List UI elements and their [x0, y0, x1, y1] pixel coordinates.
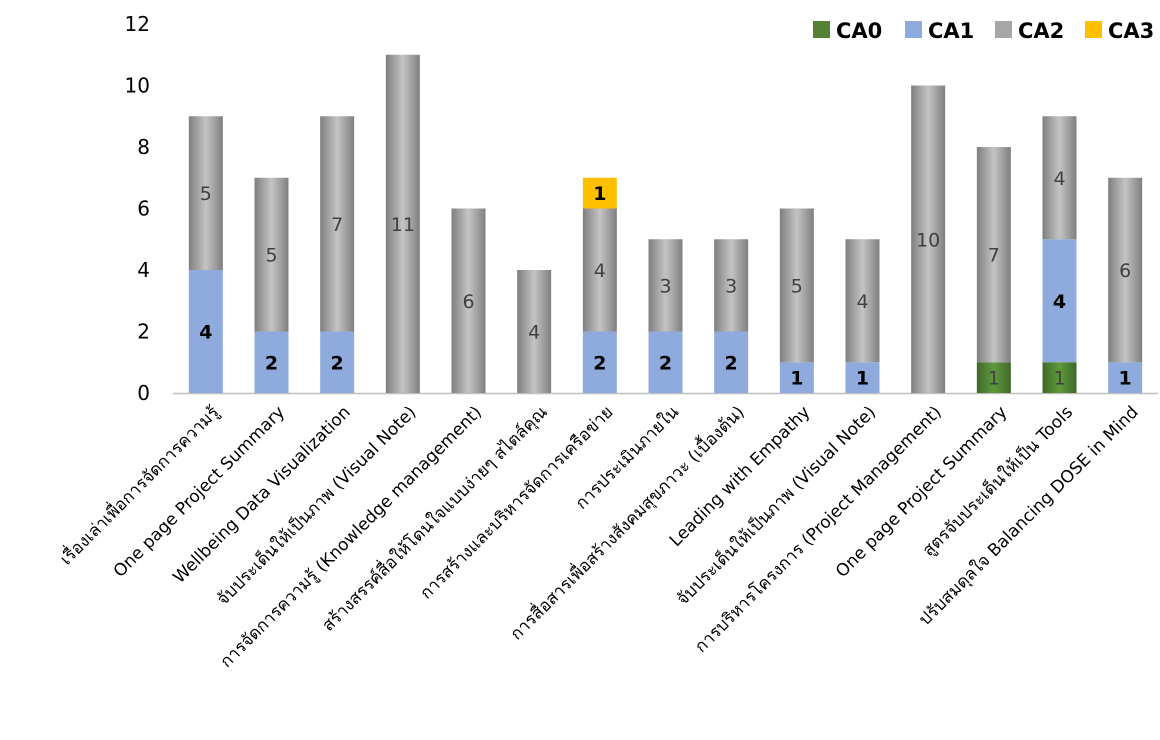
- data-label: 7: [331, 214, 343, 236]
- bar-ca1: [1108, 362, 1143, 393]
- bar-ca0: [976, 362, 1011, 393]
- bar-ca1: [714, 331, 749, 393]
- data-label: 1: [856, 368, 869, 390]
- data-label: 3: [659, 275, 671, 297]
- data-label: 1: [988, 368, 1000, 390]
- data-label: 6: [1119, 260, 1131, 282]
- data-labels: 4 5 2 5 2 7 11 6 4 2 4 1 2 3 2 3 1 5 1 4 10 1 7 1 4 4 1 6: [199, 168, 1132, 390]
- bar-ca2: [517, 270, 552, 393]
- bar-ca1: [188, 270, 223, 393]
- data-label: 2: [659, 352, 672, 374]
- bar-ca2: [1042, 116, 1077, 240]
- data-label: 5: [791, 275, 803, 297]
- bar-ca1: [845, 362, 880, 393]
- y-tick-label: 2: [137, 320, 150, 344]
- y-tick-label: 12: [125, 12, 150, 36]
- bar-ca2: [911, 85, 946, 393]
- data-label: 1: [1119, 368, 1132, 390]
- bar-ca2: [779, 208, 814, 363]
- data-label: 6: [462, 291, 474, 313]
- bar-ca2: [976, 147, 1011, 363]
- legend-swatch-ca2: [995, 21, 1012, 38]
- bar-ca2: [254, 177, 289, 332]
- bar-ca2: [188, 116, 223, 270]
- legend-label: CA1: [928, 19, 974, 43]
- bar-ca1: [1042, 239, 1077, 363]
- bar-ca1: [648, 331, 683, 393]
- data-label: 4: [199, 322, 212, 344]
- data-label: 5: [265, 245, 277, 267]
- legend-label: CA2: [1018, 19, 1064, 43]
- data-label: 4: [1053, 291, 1066, 313]
- y-tick-label: 8: [137, 135, 150, 159]
- bar-ca1: [254, 331, 289, 393]
- data-label: 5: [200, 183, 212, 205]
- bars: [188, 54, 1143, 393]
- category-label: การบริหารโครงการ (Project Management): [691, 402, 946, 657]
- legend-label: CA3: [1108, 19, 1154, 43]
- bar-ca2: [845, 239, 880, 363]
- bar-ca1: [779, 362, 814, 393]
- y-tick-label: 4: [137, 258, 150, 282]
- bar-ca2: [582, 208, 617, 332]
- bar-ca2: [385, 54, 420, 393]
- data-label: 4: [1053, 168, 1065, 190]
- bar-ca1: [320, 331, 355, 393]
- y-tick-label: 0: [137, 381, 150, 405]
- bar-ca3: [582, 177, 617, 209]
- y-tick-label: 6: [137, 197, 150, 221]
- bar-ca2: [648, 239, 683, 332]
- data-label: 10: [916, 229, 940, 251]
- data-label: 11: [391, 214, 415, 236]
- bar-ca0: [1042, 362, 1077, 393]
- data-label: 2: [331, 352, 344, 374]
- data-label: 4: [856, 291, 868, 313]
- data-label: 4: [594, 260, 606, 282]
- data-label: 4: [528, 322, 540, 344]
- category-label: การสื่อสารเพื่อสร้างสังคมสุขภาวะ (เบื้อง…: [505, 400, 749, 644]
- legend-swatch-ca3: [1085, 21, 1102, 38]
- bar-ca2: [1108, 177, 1143, 363]
- bar-ca2: [320, 116, 355, 332]
- legend: CA0 CA1 CA2 CA3: [813, 19, 1154, 43]
- bar-ca1: [582, 331, 617, 393]
- legend-swatch-ca0: [813, 21, 830, 38]
- bar-ca2: [451, 208, 486, 393]
- data-label: 2: [725, 352, 738, 374]
- bar-ca2: [714, 239, 749, 332]
- legend-swatch-ca1: [905, 21, 922, 38]
- data-label: 1: [593, 183, 606, 205]
- category-label: สร้างสรรค์สื่อให้โดนใจแบบง่ายๆ สไตล์คุณ: [316, 400, 552, 636]
- y-axis: 0 2 4 6 8 10 12: [125, 12, 150, 405]
- y-tick-label: 10: [125, 74, 150, 98]
- data-label: 7: [988, 245, 1000, 267]
- data-label: 2: [593, 352, 606, 374]
- category-labels: เรื่องเล่าเพื่อการจัดการความรู้One page …: [54, 400, 1142, 672]
- data-label: 2: [265, 352, 278, 374]
- data-label: 1: [790, 368, 803, 390]
- data-label: 1: [1053, 368, 1065, 390]
- legend-label: CA0: [836, 19, 882, 43]
- data-label: 3: [725, 275, 737, 297]
